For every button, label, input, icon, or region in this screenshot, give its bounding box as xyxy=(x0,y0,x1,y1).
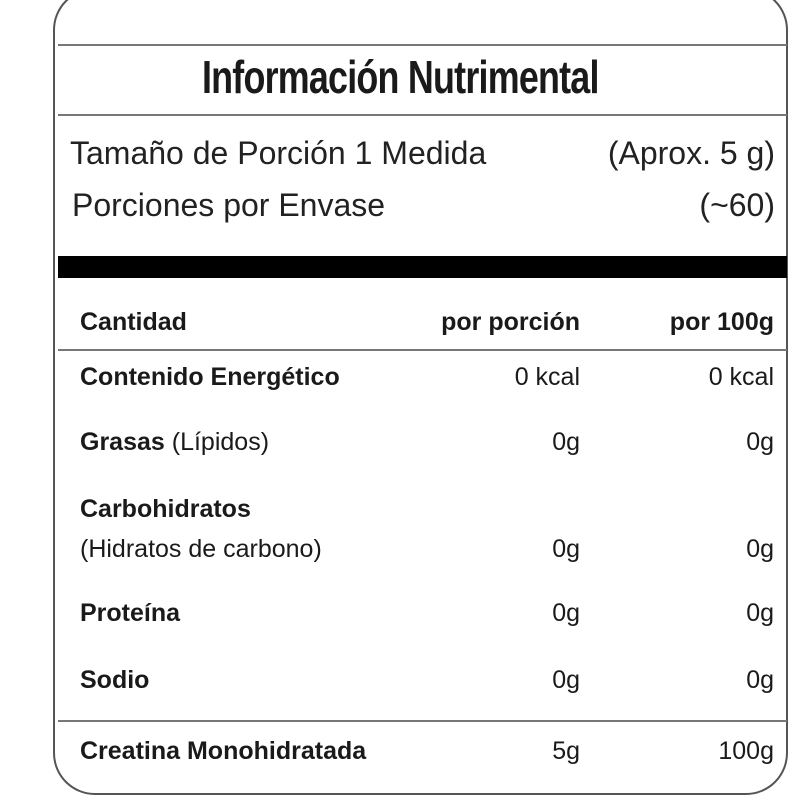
per-serving-value: 0g xyxy=(552,666,580,694)
header-per-100g: por 100g xyxy=(669,308,774,336)
row-label: Proteína xyxy=(80,599,181,627)
per-serving-value: 0 kcal xyxy=(514,363,580,391)
serving-size-label: Tamaño de Porción 1 Medida xyxy=(70,135,487,171)
thick-divider xyxy=(58,256,787,278)
label-frame xyxy=(53,0,788,795)
per-100g-value: 0 kcal xyxy=(708,363,774,391)
table-row: Creatina Monohidratada 5g 100g xyxy=(80,737,774,771)
per-serving-value: 0g xyxy=(552,599,580,627)
per-100g-value: 0g xyxy=(746,599,774,627)
row-label: Carbohidratos xyxy=(80,495,251,523)
page-title: Información Nutrimental xyxy=(0,50,800,104)
table-row: Grasas (Lípidos) 0g 0g xyxy=(80,428,774,462)
divider xyxy=(58,720,787,722)
servings-per-container-value: (~60) xyxy=(699,187,775,223)
per-100g-value: 0g xyxy=(746,535,774,563)
divider xyxy=(58,114,787,116)
table-row: Proteína 0g 0g xyxy=(80,599,774,633)
title-text: Información Nutrimental xyxy=(201,51,599,103)
header-per-serving: por porción xyxy=(441,308,580,336)
per-100g-value: 0g xyxy=(746,666,774,694)
per-serving-value: 0g xyxy=(552,428,580,456)
row-label: Sodio xyxy=(80,666,150,694)
per-serving-value: 5g xyxy=(552,737,580,765)
row-label: Grasas xyxy=(80,428,165,456)
table-header: Cantidad por porción por 100g xyxy=(80,308,774,342)
header-amount: Cantidad xyxy=(80,308,187,336)
per-100g-value: 100g xyxy=(718,737,774,765)
table-row: Sodio 0g 0g xyxy=(80,666,774,700)
row-sublabel: (Lípidos) xyxy=(171,428,270,456)
row-sublabel: (Hidratos de carbono) xyxy=(80,535,322,563)
divider xyxy=(58,349,787,351)
table-row: Carbohidratos (Hidratos de carbono) 0g 0… xyxy=(80,495,774,563)
serving-size-value: (Aprox. 5 g) xyxy=(607,135,775,171)
table-row: Contenido Energético 0 kcal 0 kcal xyxy=(80,363,774,397)
divider xyxy=(58,44,787,46)
row-label: Contenido Energético xyxy=(80,363,340,391)
servings-per-container-label: Porciones por Envase xyxy=(72,187,386,223)
row-label: Creatina Monohidratada xyxy=(80,737,367,765)
per-100g-value: 0g xyxy=(746,428,774,456)
per-serving-value: 0g xyxy=(552,535,580,563)
